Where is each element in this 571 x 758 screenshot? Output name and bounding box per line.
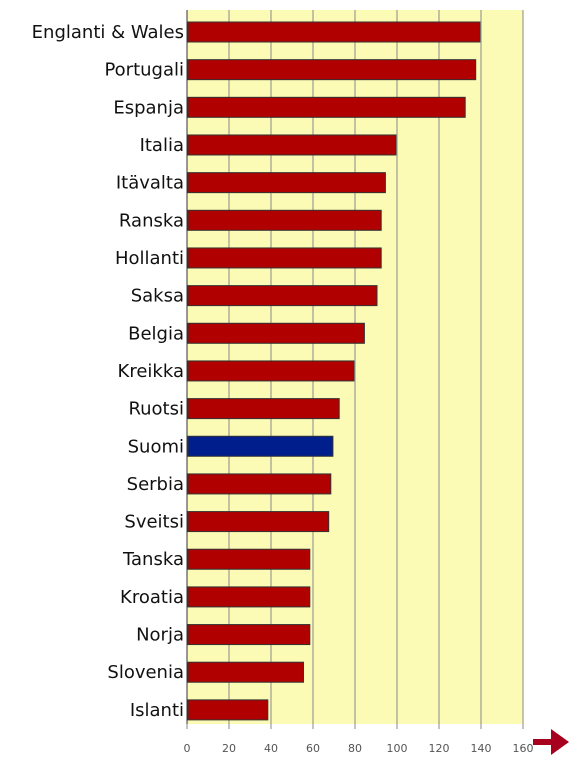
x-tick-label: 100 (387, 742, 408, 755)
bar (187, 398, 340, 420)
category-label: Tanska (122, 549, 184, 570)
x-axis-ticks: 0 20 40 60 80 100 120 140 160 (184, 724, 534, 755)
x-tick-label: 0 (184, 742, 191, 755)
category-label: Islanti (130, 700, 184, 721)
category-label: Sveitsi (124, 512, 184, 533)
bar (187, 59, 477, 81)
category-labels: Englanti & Wales Portugali Espanja Italia It… (32, 22, 184, 721)
bar (187, 209, 382, 231)
bar (187, 21, 481, 43)
category-label: Slovenia (107, 662, 184, 683)
bar (187, 699, 269, 721)
right-arrow-icon (533, 729, 569, 755)
x-tick-label: 20 (222, 742, 236, 755)
category-label: Serbia (127, 474, 184, 495)
arrow-head (551, 729, 569, 755)
category-label: Suomi (128, 436, 184, 457)
category-label: Hollanti (115, 248, 184, 269)
category-label: Ranska (119, 210, 184, 231)
bar (187, 285, 378, 307)
category-label: Ruotsi (128, 399, 184, 420)
x-tick-label: 60 (306, 742, 320, 755)
category-label: Belgia (128, 323, 184, 344)
x-tick-label: 160 (513, 742, 534, 755)
category-label: Italia (140, 135, 184, 156)
x-tick-label: 40 (264, 742, 278, 755)
category-label: Englanti & Wales (32, 22, 184, 43)
bar (187, 96, 466, 118)
bar (187, 586, 311, 608)
category-label: Kroatia (120, 587, 184, 608)
bar (187, 247, 382, 269)
bar (187, 661, 304, 683)
arrow-shaft (533, 739, 555, 745)
category-label: Norja (136, 625, 184, 646)
category-label: Saksa (131, 286, 184, 307)
category-label: Espanja (113, 97, 184, 118)
x-tick-label: 80 (348, 742, 362, 755)
bar (187, 134, 397, 156)
bar (187, 624, 311, 646)
x-tick-label: 120 (429, 742, 450, 755)
bar (187, 473, 332, 495)
x-tick-label: 140 (471, 742, 492, 755)
category-label: Portugali (104, 60, 184, 81)
bars (187, 21, 481, 721)
bar (187, 360, 355, 382)
category-label: Itävalta (116, 173, 184, 194)
bar (187, 172, 386, 194)
category-label: Kreikka (118, 361, 184, 382)
bar (187, 511, 330, 533)
bar (187, 548, 311, 570)
bar (187, 322, 365, 344)
bar-highlighted (187, 435, 334, 457)
